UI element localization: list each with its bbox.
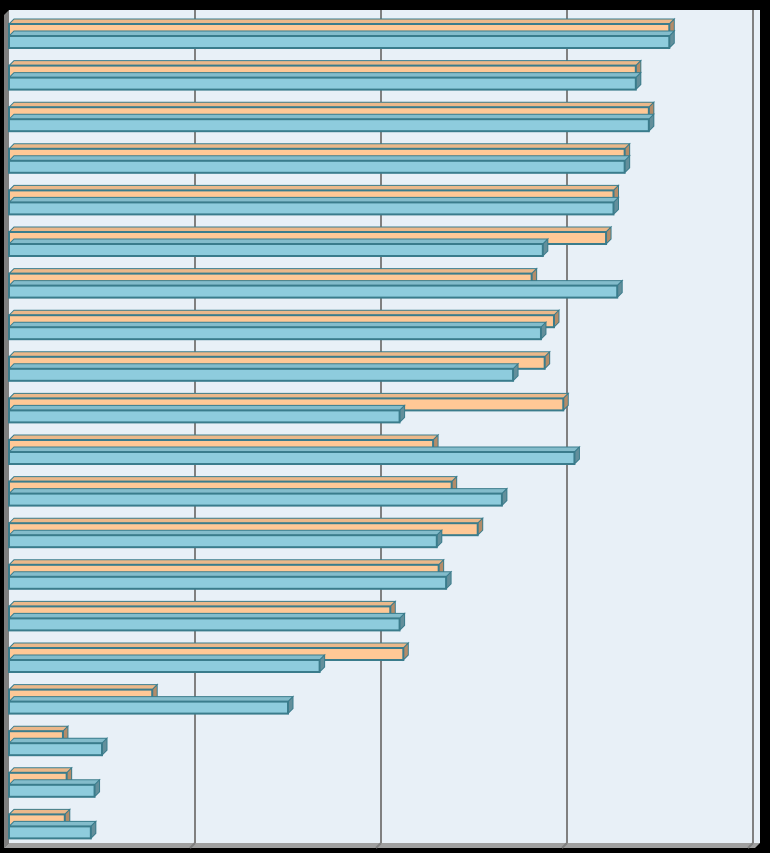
bar-blue-row-16: [7, 653, 326, 674]
bar-front-face: [8, 35, 671, 49]
bar-front-face: [8, 534, 438, 549]
bar-blue-row-1: [7, 29, 676, 50]
bar-front-face: [8, 617, 401, 632]
gridline-floor: [189, 842, 196, 849]
bar-blue-row-3: [7, 112, 656, 133]
bar-front-face: [8, 284, 619, 299]
bar-front-face: [8, 700, 289, 715]
bar-blue-row-18: [7, 736, 109, 757]
bar-front-face: [8, 367, 515, 382]
bar-front-face: [8, 76, 637, 91]
bars: [7, 17, 676, 840]
bar-front-face: [8, 742, 103, 757]
bar-front-face: [8, 783, 96, 798]
bar-blue-row-11: [7, 445, 581, 466]
bar-blue-row-5: [7, 196, 620, 216]
bar-blue-row-17: [7, 695, 295, 715]
bar-blue-row-12: [7, 487, 509, 507]
bar-front-face: [8, 159, 626, 174]
gridline-floor: [375, 842, 382, 849]
left-wall: [4, 10, 9, 848]
bar-blue-row-9: [7, 362, 520, 383]
bar-front-face: [8, 451, 576, 465]
bar-blue-row-14: [7, 570, 453, 591]
bar-front-face: [8, 201, 615, 216]
bar-blue-row-7: [7, 279, 624, 299]
bar-blue-row-8: [7, 320, 548, 341]
bar-blue-row-10: [7, 404, 406, 424]
bar-blue-row-6: [7, 237, 550, 258]
bar-front-face: [8, 825, 92, 840]
bar-blue-row-15: [7, 612, 406, 632]
gridline-floor: [747, 842, 754, 849]
bar-front-face: [8, 659, 321, 673]
floor: [4, 843, 760, 848]
bar-front-face: [8, 492, 503, 507]
bar-front-face: [8, 326, 542, 341]
bar-blue-row-20: [7, 820, 98, 840]
bar-front-face: [8, 243, 544, 257]
gridline-floor: [561, 842, 568, 849]
bar-blue-row-2: [7, 71, 643, 91]
plot-background: [9, 10, 760, 843]
bar-blue-row-4: [7, 154, 631, 175]
bar-blue-row-13: [7, 528, 444, 549]
bar-front-face: [8, 409, 401, 424]
bar-front-face: [8, 118, 650, 133]
bar-blue-row-19: [7, 778, 101, 799]
bar-front-face: [8, 575, 448, 590]
